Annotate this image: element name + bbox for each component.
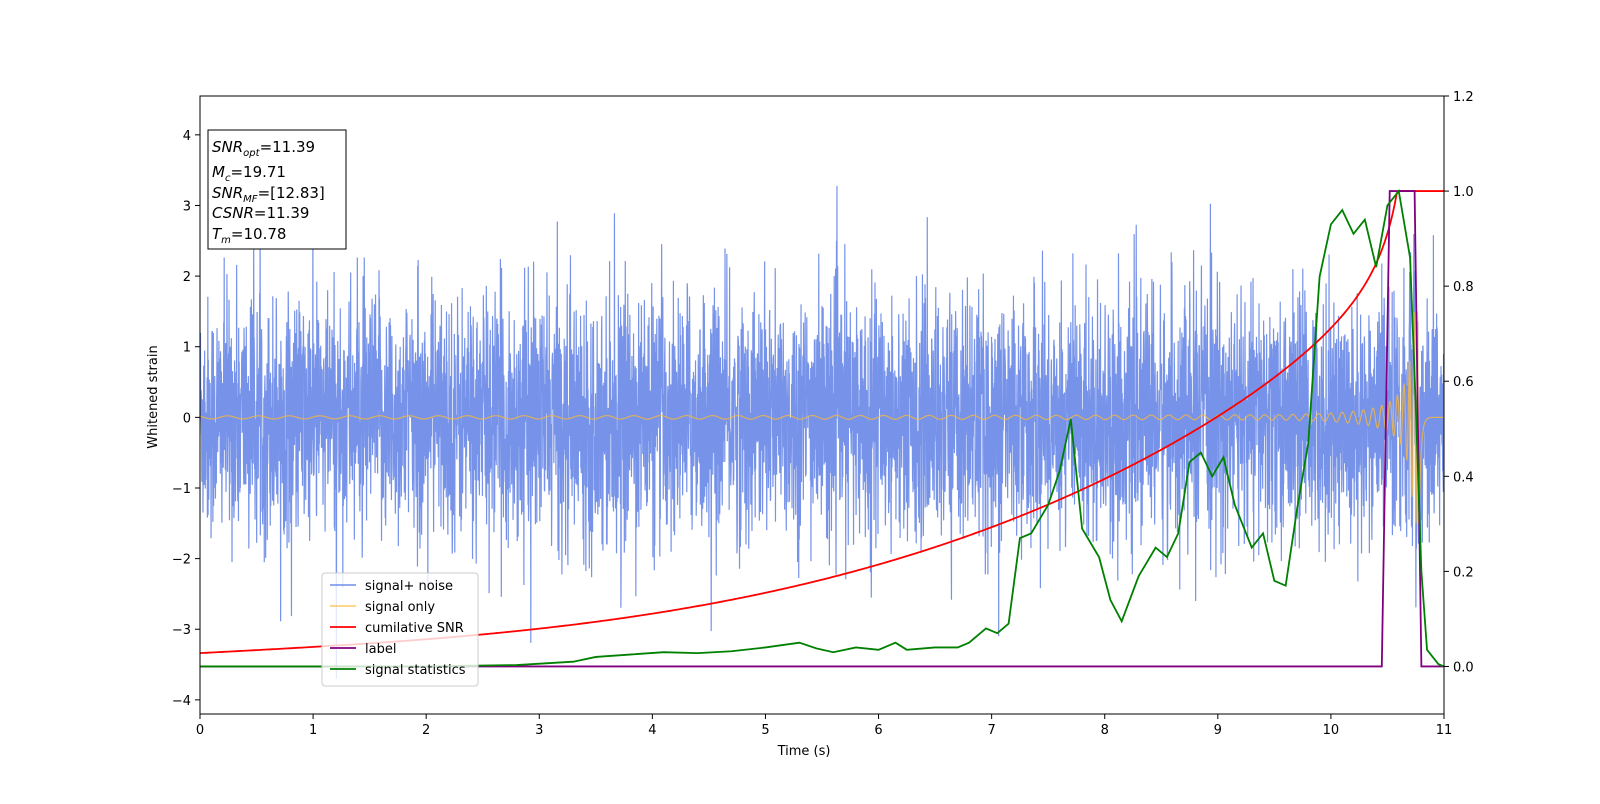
x-tick-label: 11 xyxy=(1436,723,1453,738)
series-signal-statistics-line xyxy=(200,188,1444,668)
x-tick-label: 10 xyxy=(1323,723,1340,738)
x-tick-label: 1 xyxy=(309,723,317,738)
x-tick-label: 8 xyxy=(1101,723,1109,738)
y-tick-label: −3 xyxy=(172,623,191,638)
x-tick-label: 6 xyxy=(874,723,882,738)
legend-box xyxy=(321,572,479,687)
series-signal-noise-line xyxy=(200,185,1444,679)
y2-tick-label: 0.8 xyxy=(1453,280,1474,295)
y2-tick-label: 0.4 xyxy=(1453,470,1474,485)
legend-label: cumilative SNR xyxy=(365,621,464,636)
x-tick-label: 3 xyxy=(535,723,543,738)
y-tick-label: 3 xyxy=(183,199,191,214)
plot-frame xyxy=(199,95,1445,715)
legend-item-signal-only: signal only xyxy=(330,600,435,615)
legend-label: signal+ noise xyxy=(365,579,453,594)
info-snr-opt: SNRopt=11.39 xyxy=(212,138,315,159)
x-axis-label: Time (s) xyxy=(777,744,831,759)
y-tick-label: 1 xyxy=(183,341,191,356)
legend-label: signal statistics xyxy=(365,663,466,678)
x-tick-label: 5 xyxy=(761,723,769,738)
legend-item-label: label xyxy=(330,642,396,657)
y-tick-label: −2 xyxy=(172,553,191,568)
y-tick-label: −4 xyxy=(172,694,191,709)
x-tick-label: 0 xyxy=(196,723,204,738)
legend-item-signal-statistics: signal statistics xyxy=(330,663,466,678)
series-signal-only-line xyxy=(200,311,1444,524)
legend-label: signal only xyxy=(365,600,435,615)
legend-item-cumilative-snr: cumilative SNR xyxy=(330,621,464,636)
y-tick-label: 0 xyxy=(183,411,191,426)
info-snr-mf: SNRMF=[12.83] xyxy=(212,184,325,205)
info-box: SNRopt=11.39 Mc=19.71 SNRMF=[12.83] CSNR… xyxy=(207,129,347,250)
y-tick-label: 2 xyxy=(183,270,191,285)
y2-tick-label: 0.0 xyxy=(1453,660,1474,675)
y2-tick-label: 1.2 xyxy=(1453,90,1474,105)
legend-label: label xyxy=(365,642,396,657)
series-label-line xyxy=(200,190,1444,668)
legend-item-signal-noise: signal+ noise xyxy=(330,579,453,594)
x-tick-label: 7 xyxy=(987,723,995,738)
legend: signal+ noise signal only cumilative SNR la… xyxy=(321,572,479,687)
x-tick-label: 2 xyxy=(422,723,430,738)
y-tick-label: −1 xyxy=(172,482,191,497)
y-tick-label: 4 xyxy=(183,129,191,144)
x-tick-label: 9 xyxy=(1214,723,1222,738)
info-csnr: CSNR=11.39 xyxy=(212,204,309,222)
info-mc: Mc=19.71 xyxy=(212,163,286,184)
info-tm: Tm=10.78 xyxy=(212,225,286,246)
y2-tick-label: 0.2 xyxy=(1453,565,1474,580)
x-tick-label: 4 xyxy=(648,723,656,738)
y2-tick-label: 1.0 xyxy=(1453,185,1474,200)
y-axis-label: Whitened strain xyxy=(146,345,161,448)
y2-tick-label: 0.6 xyxy=(1453,375,1474,390)
axes: 0 1 2 3 4 5 6 7 8 9 10 11 −4 −3 −2 −1 0 1 2 3 4 0.0 0.2 0.4 0.6 0… xyxy=(172,90,1474,738)
